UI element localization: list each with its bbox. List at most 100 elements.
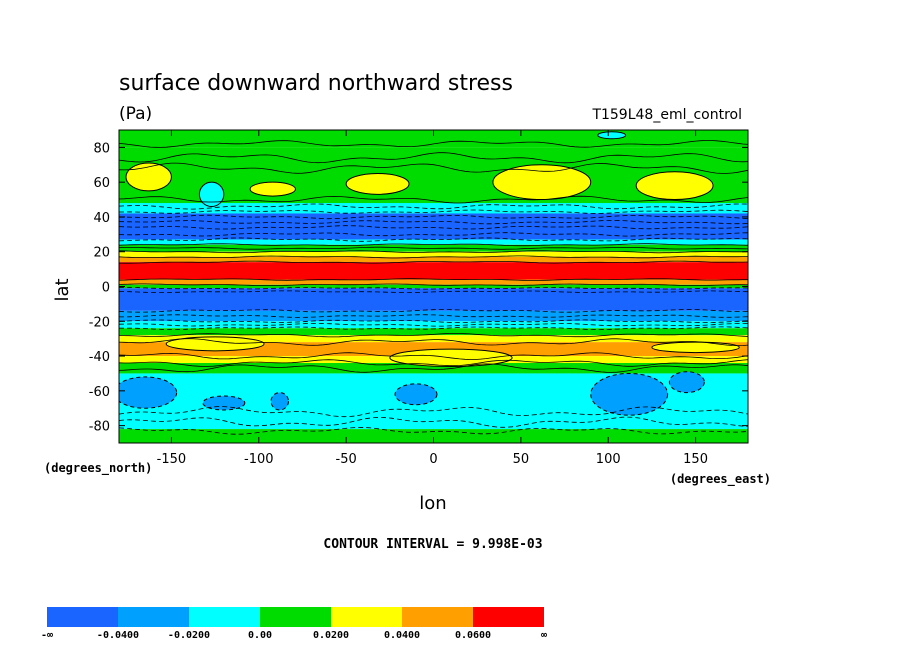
region-fill — [492, 164, 592, 201]
colorbar-label: -0.0200 — [168, 630, 210, 641]
colorbar-label: 0.0200 — [313, 630, 349, 641]
contour-line — [119, 162, 748, 174]
region-fill — [202, 395, 246, 411]
region-fill — [668, 371, 705, 394]
y-tick-label: 60 — [93, 176, 110, 191]
contour-line — [119, 214, 748, 220]
contour-line — [119, 323, 748, 327]
plot-area — [119, 130, 748, 443]
x-units-label: (degrees_east) — [670, 472, 771, 487]
contour-line — [119, 246, 748, 250]
y-axis: 80 60 40 20 0 -20 -40 -60 -80 — [89, 141, 748, 435]
y-tick-label: -20 — [89, 315, 110, 330]
region-fill — [119, 376, 178, 409]
band-fill — [119, 130, 748, 148]
region-fill — [249, 181, 296, 197]
x-tick-label: -50 — [336, 452, 357, 467]
contour-line — [119, 237, 748, 242]
x-tick-label: 150 — [683, 452, 708, 467]
colorbar: -∞ -0.0400 -0.0200 0.00 0.0200 0.0400 0.0600 ∞ — [41, 607, 547, 641]
band-fill — [119, 328, 748, 336]
band-fill — [119, 321, 748, 329]
band-fill — [119, 213, 748, 240]
contour-line — [119, 225, 748, 230]
contour-line — [119, 140, 748, 148]
contour-line — [119, 290, 748, 293]
x-tick-label: 0 — [429, 452, 437, 467]
band-fill — [119, 335, 748, 343]
y-tick-label: 40 — [93, 211, 110, 226]
contour-line — [119, 314, 748, 318]
x-axis-label: lon — [419, 493, 446, 514]
colorbar-label: 0.0400 — [384, 630, 420, 641]
colorbar-swatch — [331, 607, 402, 627]
region-fill — [270, 392, 289, 411]
x-tick-label: 100 — [596, 452, 621, 467]
contour-line — [119, 319, 748, 323]
contour-line — [119, 283, 748, 286]
contour-line — [119, 152, 748, 164]
contour-line — [119, 359, 748, 367]
colorbar-label: 0.0600 — [455, 630, 491, 641]
y-tick-label: 20 — [93, 246, 110, 261]
y-units-label: (degrees_north) — [44, 461, 152, 476]
contour-line — [119, 209, 748, 214]
y-axis-label: lat — [52, 278, 73, 301]
band-fill — [119, 251, 748, 257]
colorbar-swatch — [473, 607, 544, 627]
contour-lines — [119, 140, 748, 435]
units-label: (Pa) — [119, 104, 152, 124]
band-fill — [119, 363, 748, 374]
contour-line — [119, 278, 748, 281]
region-fill — [345, 172, 410, 195]
region-fill — [165, 336, 265, 352]
contour-line — [119, 338, 748, 347]
y-tick-label: 0 — [102, 281, 110, 296]
region-fill — [590, 372, 669, 416]
x-tick-label: -100 — [244, 452, 274, 467]
x-tick-label: -150 — [157, 452, 187, 467]
band-fill — [119, 203, 748, 214]
colorbar-label: 0.00 — [248, 630, 272, 641]
region-fill — [635, 171, 714, 201]
band-fill — [119, 262, 748, 280]
band-fill — [119, 284, 748, 289]
contour-line — [119, 255, 748, 259]
band-fill — [119, 256, 748, 263]
contour-line — [119, 219, 748, 225]
band-fill — [119, 239, 748, 245]
band-fill — [119, 288, 748, 311]
colorbar-swatch — [260, 607, 331, 627]
colorbar-swatch — [189, 607, 260, 627]
contour-line — [119, 363, 748, 373]
contour-interval-label: CONTOUR INTERVAL = 9.998E-03 — [323, 537, 542, 552]
contour-line — [119, 243, 748, 247]
contour-line — [119, 406, 748, 418]
x-axis: -150 -100 -50 0 50 100 150 — [157, 130, 708, 467]
run-label: T159L48_eml_control — [591, 107, 742, 123]
band-fill — [119, 310, 748, 322]
contour-line — [119, 326, 748, 330]
contour-line — [119, 286, 748, 290]
contour-line — [119, 232, 748, 237]
contour-line — [119, 260, 748, 264]
region-fill — [125, 162, 172, 192]
colorbar-label: -∞ — [41, 630, 53, 641]
x-tick-label: 50 — [513, 452, 530, 467]
contour-line — [119, 333, 748, 338]
region-fill — [394, 383, 438, 406]
contour-line — [119, 352, 748, 360]
colorbar-swatch — [118, 607, 189, 627]
y-tick-label: -60 — [89, 385, 110, 400]
contour-line — [119, 426, 748, 435]
contour-line — [119, 203, 748, 210]
y-tick-label: 80 — [93, 141, 110, 156]
region-fill — [651, 341, 740, 354]
band-fill — [119, 279, 748, 285]
contour-line — [119, 195, 748, 204]
colorbar-swatch — [402, 607, 473, 627]
colorbar-label: ∞ — [541, 630, 547, 641]
contour-line — [119, 416, 748, 428]
contour-line — [119, 250, 748, 254]
